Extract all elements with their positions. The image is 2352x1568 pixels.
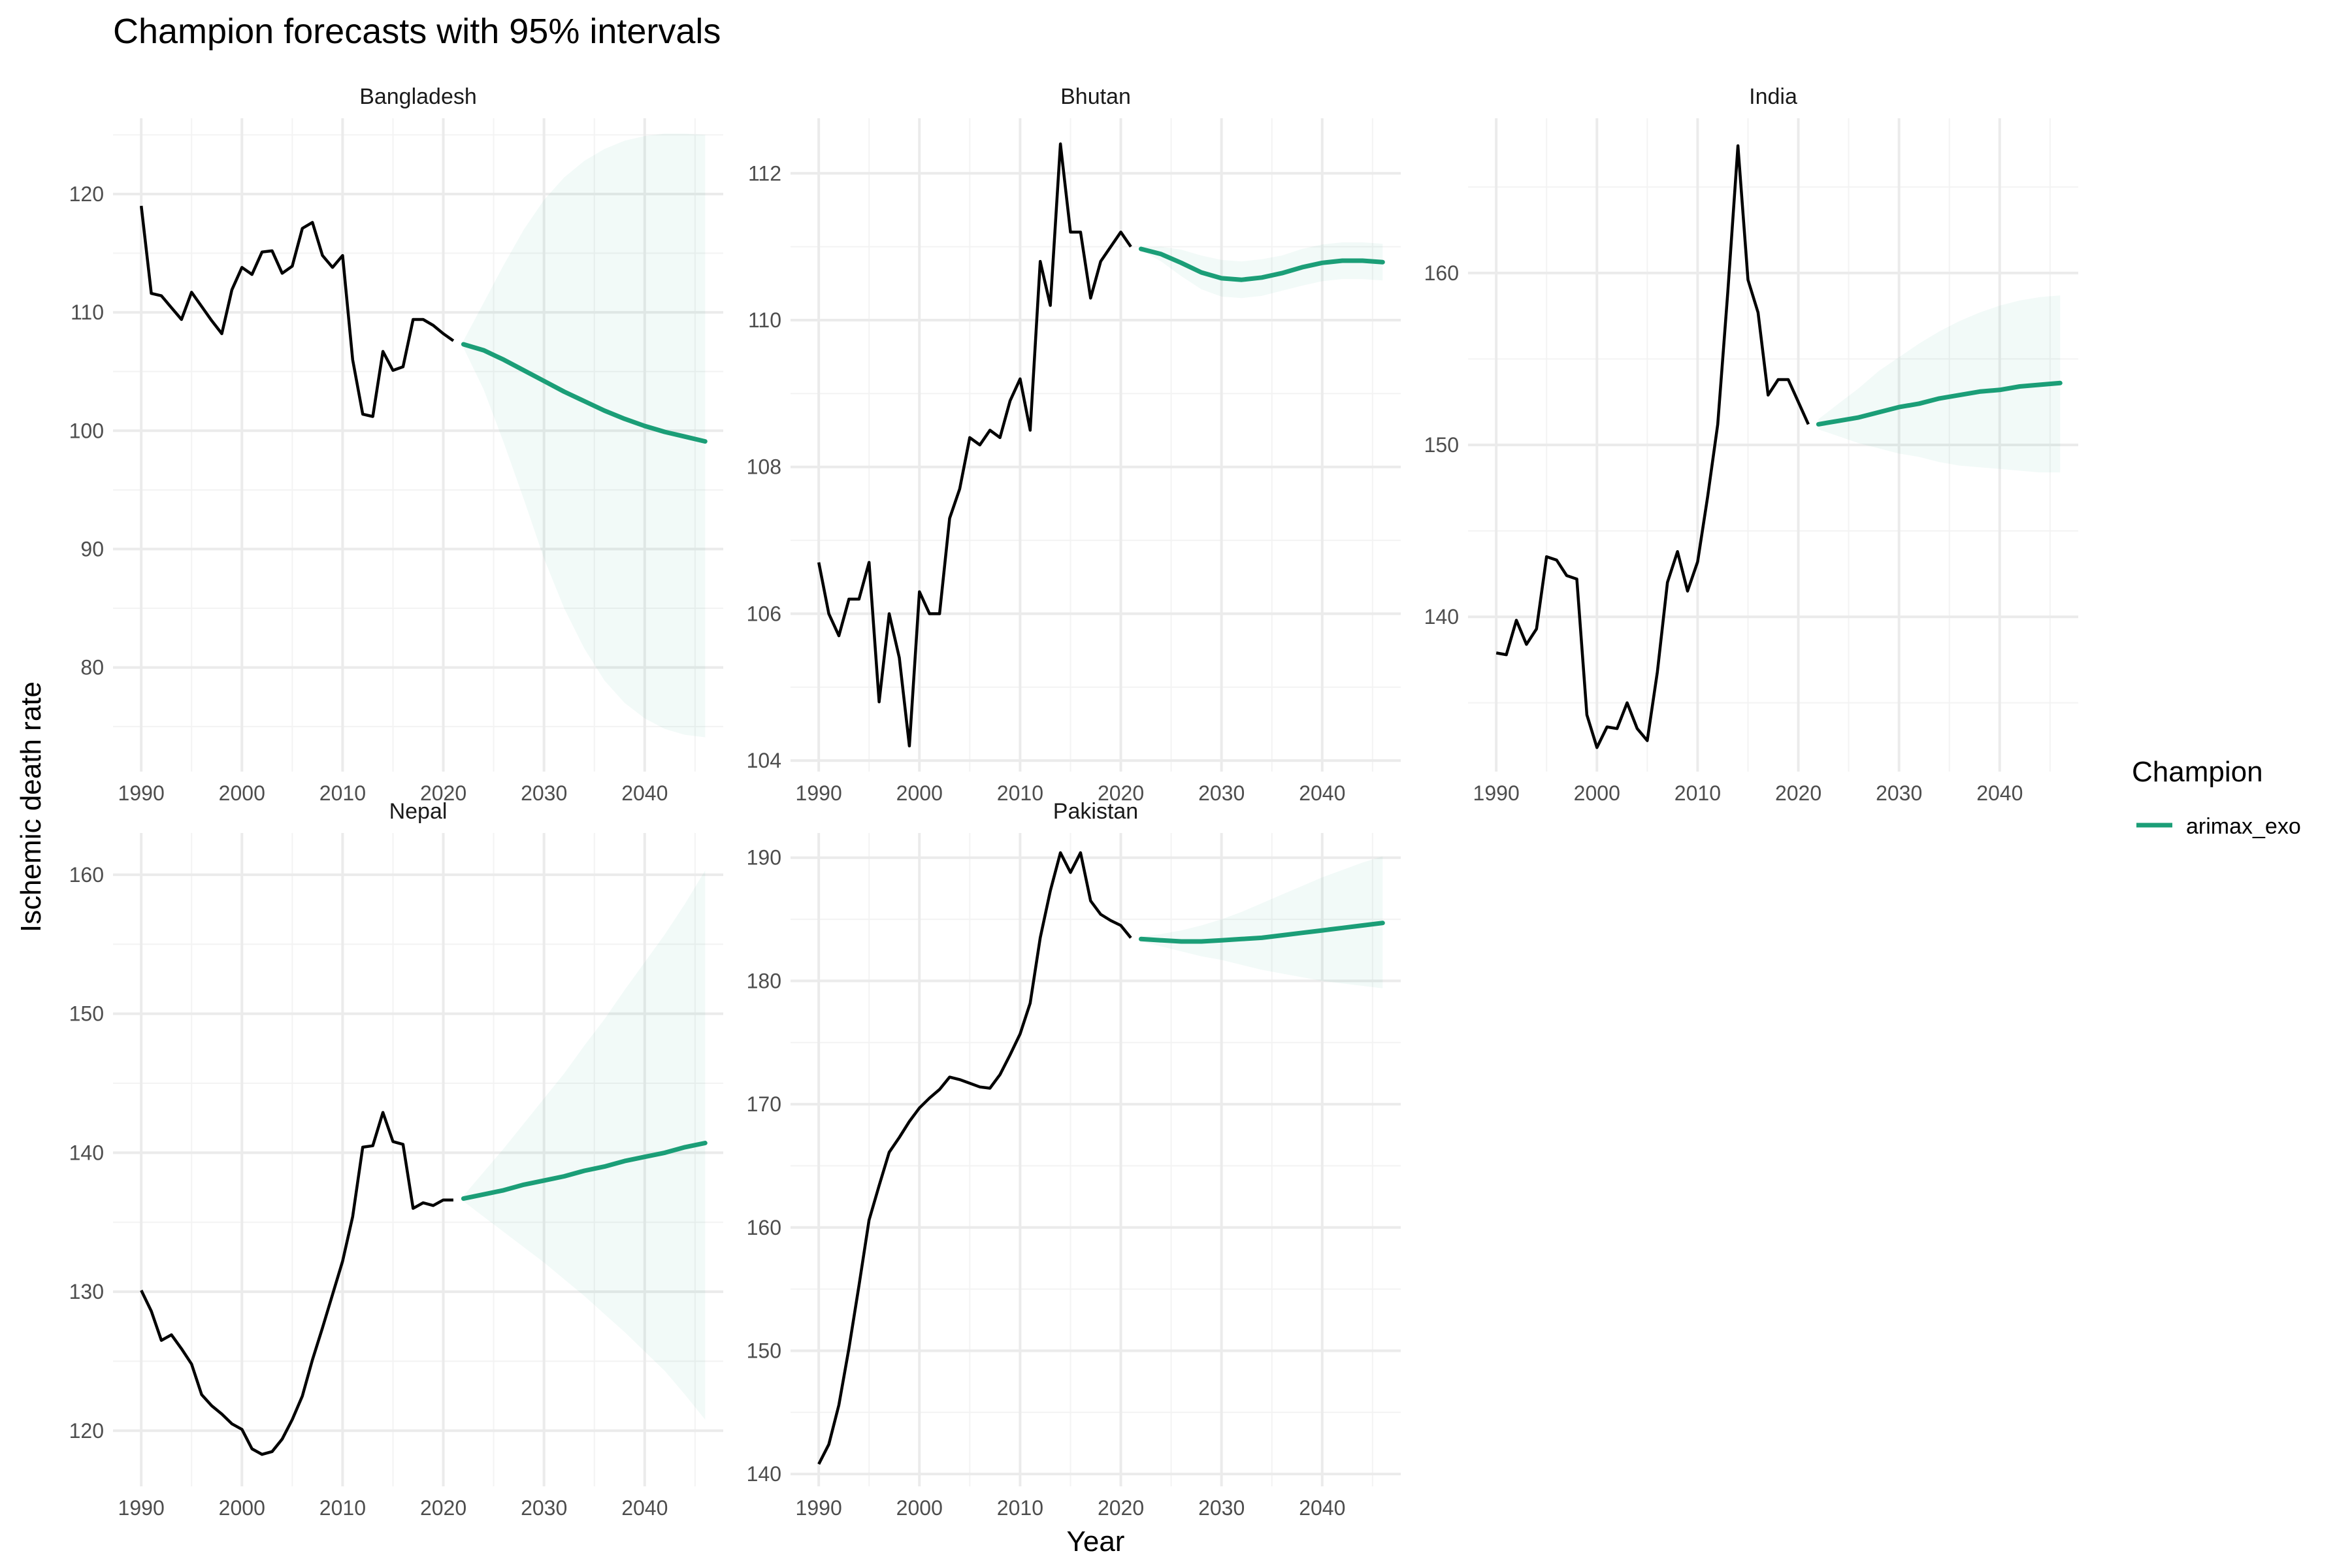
x-tick-label-nepal: 2040 — [621, 1496, 668, 1520]
facet-panels: Bangladesh 80 90 100 110 120 1990 2000 2010 2020 2… — [69, 84, 2078, 1520]
x-tick-label-india: 1990 — [1473, 781, 1520, 805]
x-tick-label-bangladesh: 2030 — [521, 781, 567, 805]
x-axis-title: Year — [1067, 1526, 1125, 1558]
y-tick-label-nepal: 150 — [69, 1002, 104, 1026]
x-tick-label-bhutan: 1990 — [796, 781, 842, 805]
y-tick-label-bhutan: 112 — [748, 161, 781, 185]
x-tick-label-nepal: 2000 — [219, 1496, 265, 1520]
x-tick-label-bhutan: 2000 — [896, 781, 943, 805]
x-tick-label-pakistan: 1990 — [796, 1496, 842, 1520]
panel-strip-bhutan: Bhutan — [1060, 84, 1131, 109]
x-tick-label-nepal: 1990 — [118, 1496, 165, 1520]
x-tick-label-nepal: 2020 — [420, 1496, 466, 1520]
x-tick-label-pakistan: 2040 — [1299, 1496, 1345, 1520]
grid-india — [1468, 118, 2078, 772]
history-line-pakistan — [817, 851, 1132, 1465]
x-tick-label-pakistan: 2010 — [997, 1496, 1043, 1520]
x-tick-label-bhutan: 2010 — [997, 781, 1043, 805]
y-tick-label-nepal: 120 — [69, 1419, 104, 1443]
panel-strip-nepal: Nepal — [389, 799, 448, 824]
x-tick-label-bangladesh: 2010 — [319, 781, 366, 805]
x-tick-label-india: 2010 — [1674, 781, 1721, 805]
y-tick-label-pakistan: 170 — [747, 1092, 781, 1116]
x-tick-label-bangladesh: 1990 — [118, 781, 165, 805]
y-tick-label-nepal: 160 — [69, 863, 104, 887]
panel-strip-india: India — [1749, 84, 1797, 109]
ci-ribbon-india — [1818, 295, 2061, 473]
y-tick-label-india: 150 — [1424, 433, 1459, 457]
y-tick-label-bhutan: 106 — [747, 602, 781, 625]
forecast-line-bhutan — [1138, 246, 1385, 282]
y-axis-title: Ischemic death rate — [15, 681, 47, 932]
panel-nepal: Nepal 120 130 140 150 160 1990 2000 2010 2020 2030… — [69, 799, 723, 1520]
legend-label-arimax-exo: arimax_exo — [2186, 814, 2301, 839]
x-tick-label-bangladesh: 2040 — [621, 781, 668, 805]
y-tick-label-bangladesh: 110 — [71, 301, 104, 324]
x-tick-label-bhutan: 2030 — [1198, 781, 1245, 805]
y-tick-label-pakistan: 190 — [747, 846, 781, 870]
legend-title: Champion — [2132, 756, 2263, 788]
x-tick-label-bhutan: 2040 — [1299, 781, 1345, 805]
x-tick-label-nepal: 2030 — [521, 1496, 567, 1520]
forecast-line-bangladesh — [461, 342, 708, 444]
y-tick-label-bangladesh: 80 — [80, 656, 104, 679]
y-tick-label-nepal: 140 — [69, 1141, 104, 1164]
x-tick-label-bhutan: 2020 — [1098, 781, 1144, 805]
y-tick-label-bangladesh: 120 — [69, 182, 104, 206]
forecast-line-pakistan — [1138, 921, 1385, 944]
panel-bangladesh: Bangladesh 80 90 100 110 120 1990 2000 2010 2020 2… — [69, 84, 723, 805]
x-tick-label-pakistan: 2030 — [1198, 1496, 1245, 1520]
y-tick-label-pakistan: 140 — [747, 1462, 781, 1486]
y-tick-label-nepal: 130 — [69, 1280, 104, 1303]
y-tick-label-pakistan: 160 — [747, 1216, 781, 1239]
panel-pakistan: Pakistan 140 150 160 170 180 190 1990 2000 2010 20… — [747, 799, 1401, 1520]
x-tick-label-bangladesh: 2000 — [219, 781, 265, 805]
x-tick-label-india: 2020 — [1775, 781, 1821, 805]
ci-ribbon-bhutan — [1141, 242, 1383, 299]
y-tick-label-bangladesh: 100 — [69, 419, 104, 442]
panel-india: India 140 150 160 1990 2000 2010 2020 2030 2040 — [1424, 84, 2078, 805]
y-tick-label-india: 140 — [1424, 605, 1459, 629]
x-tick-label-pakistan: 2000 — [896, 1496, 943, 1520]
grid-nepal — [113, 833, 723, 1486]
x-tick-label-india: 2040 — [1976, 781, 2023, 805]
x-tick-label-nepal: 2010 — [319, 1496, 366, 1520]
x-tick-label-india: 2000 — [1574, 781, 1620, 805]
ci-ribbon-nepal — [463, 870, 706, 1420]
y-tick-label-pakistan: 150 — [747, 1339, 781, 1362]
ci-ribbon-bangladesh — [463, 133, 706, 738]
forecast-line-india — [1816, 380, 2063, 427]
panel-bhutan: Bhutan 104 106 108 110 112 1990 2000 2010 2020 203… — [747, 84, 1401, 805]
forecast-line-nepal — [461, 1141, 708, 1201]
history-line-bangladesh — [139, 205, 455, 418]
ci-ribbon-pakistan — [1141, 856, 1383, 988]
x-tick-label-india: 2030 — [1876, 781, 1922, 805]
y-tick-label-bangladesh: 90 — [80, 537, 104, 561]
y-tick-label-bhutan: 104 — [747, 749, 781, 772]
y-tick-label-bhutan: 108 — [747, 455, 781, 479]
legend: Champion arimax_exo — [2132, 756, 2301, 839]
x-tick-label-pakistan: 2020 — [1098, 1496, 1144, 1520]
panel-strip-bangladesh: Bangladesh — [359, 84, 477, 109]
history-line-nepal — [140, 1111, 453, 1456]
grid-bangladesh — [113, 118, 723, 772]
x-tick-label-bangladesh: 2020 — [420, 781, 466, 805]
grid-pakistan — [791, 833, 1401, 1486]
y-tick-label-bhutan: 110 — [748, 308, 781, 332]
history-line-india — [1495, 144, 1810, 749]
panel-strip-pakistan: Pakistan — [1053, 799, 1138, 824]
y-tick-label-india: 160 — [1424, 261, 1459, 285]
y-tick-label-pakistan: 180 — [747, 969, 781, 992]
chart-title: Champion forecasts with 95% intervals — [113, 12, 721, 51]
history-line-bhutan — [817, 142, 1132, 747]
